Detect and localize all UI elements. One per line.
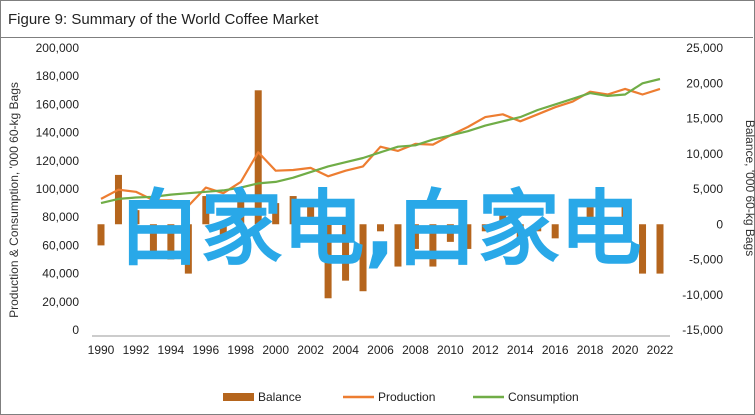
left-axis-label: Production & Consumption, '000 60-kg Bag… — [7, 82, 21, 318]
chart-legend: Balance Production Consumption — [223, 390, 579, 404]
chart-title: Figure 9: Summary of the World Coffee Ma… — [8, 11, 319, 28]
balance-bar — [289, 196, 297, 225]
left-tick-label: 0 — [72, 323, 79, 337]
left-tick-label: 60,000 — [42, 238, 79, 252]
left-axis-ticks: 0 20,000 40,000 60,000 80,000 100,000 120,000 1… — [36, 41, 80, 337]
x-tick-label: 2018 — [577, 343, 604, 357]
balance-bar — [97, 224, 105, 246]
x-tick-label: 1996 — [192, 343, 219, 357]
legend-swatch-balance — [223, 393, 254, 401]
balance-bar — [324, 224, 332, 299]
balance-bar — [411, 224, 419, 249]
right-tick-label: 5,000 — [693, 182, 723, 196]
x-tick-label: 2014 — [507, 343, 534, 357]
series-lines — [100, 77, 661, 207]
left-tick-label: 100,000 — [36, 182, 80, 196]
left-tick-label: 200,000 — [36, 41, 80, 55]
balance-bar — [237, 196, 245, 225]
title-divider — [0, 37, 753, 38]
left-tick-label: 160,000 — [36, 97, 80, 111]
right-tick-label: -10,000 — [682, 288, 723, 302]
balance-bar — [342, 224, 350, 281]
balance-bar — [149, 224, 157, 253]
balance-bar — [446, 224, 454, 242]
left-tick-label: 20,000 — [42, 295, 79, 309]
balance-bar — [167, 224, 175, 260]
x-tick-label: 2010 — [437, 343, 464, 357]
watermark-text: 白家电,白家电 — [118, 182, 641, 277]
x-tick-label: 2000 — [262, 343, 289, 357]
x-tick-label: 1990 — [88, 343, 115, 357]
legend-label-consumption: Consumption — [508, 390, 579, 404]
x-axis-ticks: 1990 1992 1994 1996 1998 2000 2002 2004 2006 2008… — [88, 343, 674, 357]
x-tick-label: 2020 — [612, 343, 639, 357]
balance-bar — [307, 206, 315, 225]
production-line — [100, 87, 661, 207]
x-tick-label: 1992 — [123, 343, 150, 357]
balance-bar — [604, 217, 612, 225]
balance-bar — [132, 210, 140, 225]
x-tick-label: 1998 — [227, 343, 254, 357]
right-tick-label: -5,000 — [689, 253, 723, 267]
balance-bar — [639, 224, 647, 274]
consumption-line — [100, 77, 661, 205]
balance-bar — [219, 224, 227, 235]
x-tick-label: 2008 — [402, 343, 429, 357]
balance-bar — [551, 224, 559, 239]
right-tick-label: 20,000 — [686, 76, 723, 90]
balance-bars — [97, 90, 664, 299]
x-tick-label: 2004 — [332, 343, 359, 357]
balance-bar — [394, 224, 402, 267]
legend-label-balance: Balance — [258, 390, 302, 404]
balance-bar — [464, 224, 472, 249]
x-tick-label: 2006 — [367, 343, 394, 357]
balance-bar — [586, 206, 594, 225]
legend-label-production: Production — [378, 390, 435, 404]
left-tick-label: 140,000 — [36, 126, 80, 140]
balance-bar — [359, 224, 367, 292]
balance-bar — [184, 224, 192, 274]
right-tick-label: 25,000 — [686, 41, 723, 55]
x-tick-label: 1994 — [158, 343, 185, 357]
balance-bar — [272, 203, 280, 225]
balance-bar — [656, 224, 664, 274]
x-tick-label: 2016 — [542, 343, 569, 357]
right-tick-label: 15,000 — [686, 112, 723, 126]
right-axis-label: Balance, '000 60-kg Bags — [743, 120, 755, 256]
balance-bar — [202, 196, 210, 225]
left-tick-label: 180,000 — [36, 69, 80, 83]
balance-bar — [377, 224, 384, 232]
x-tick-label: 2012 — [472, 343, 499, 357]
balance-bar — [254, 90, 262, 225]
right-axis-ticks: -15,000 -10,000 -5,000 0 5,000 10,000 15,000 20… — [682, 41, 723, 337]
balance-bar — [534, 224, 542, 232]
x-tick-label: 2022 — [647, 343, 674, 357]
right-tick-label: 10,000 — [686, 147, 723, 161]
right-tick-label: 0 — [716, 217, 723, 231]
left-tick-label: 120,000 — [36, 154, 80, 168]
right-tick-label: -15,000 — [682, 323, 723, 337]
x-tick-label: 2002 — [297, 343, 324, 357]
balance-bar — [481, 224, 489, 232]
balance-bar — [429, 224, 437, 267]
left-tick-label: 80,000 — [42, 210, 79, 224]
balance-bar — [499, 213, 507, 225]
balance-bar — [621, 206, 629, 225]
balance-bar — [569, 224, 577, 232]
left-tick-label: 40,000 — [42, 267, 79, 281]
balance-bar — [516, 224, 524, 239]
